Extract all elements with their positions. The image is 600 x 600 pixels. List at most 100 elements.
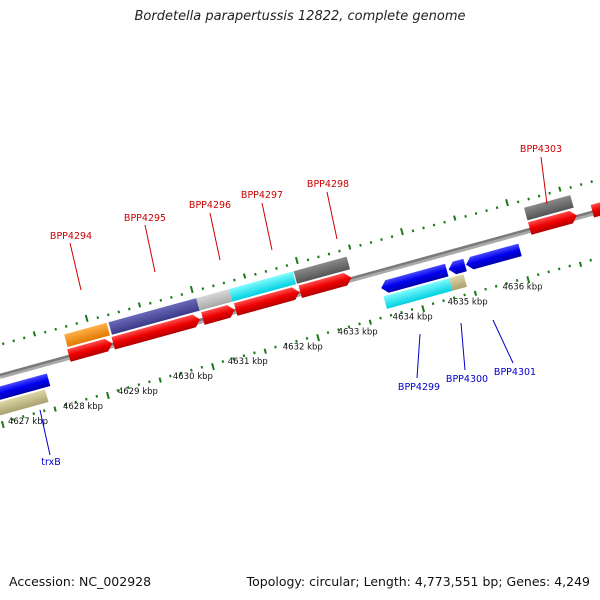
tick-upper xyxy=(254,272,257,276)
tick-lower xyxy=(431,302,435,306)
scale-label: 4629 kbp xyxy=(118,387,158,397)
tick-upper xyxy=(443,220,446,224)
map-title: Bordetella parapertussis 12822, complete… xyxy=(134,9,466,24)
bpp4294-leader xyxy=(69,242,82,291)
tick-lower xyxy=(284,342,288,346)
tick-lower xyxy=(400,310,403,314)
tick-upper xyxy=(505,198,509,207)
tick-lower xyxy=(547,270,550,274)
tick-lower xyxy=(263,348,267,354)
gene-trxb-arrow[interactable] xyxy=(0,373,51,401)
tick-lower xyxy=(53,406,57,412)
gene-bpp4297-feature[interactable] xyxy=(228,271,297,302)
tick-upper xyxy=(149,301,152,305)
gene-bpp4298-feature[interactable] xyxy=(293,256,351,284)
gene-bpp4303-feature[interactable] xyxy=(523,195,574,221)
gene-bpp4296-arrow[interactable] xyxy=(201,304,236,325)
gene-bpp4299-feature[interactable] xyxy=(383,278,453,309)
gene-bpp4294-feature[interactable] xyxy=(64,322,110,348)
bpp4301-leader xyxy=(492,319,514,364)
tick-upper xyxy=(294,256,299,265)
tick-upper xyxy=(380,238,383,242)
tick-lower xyxy=(515,279,519,282)
tick-lower xyxy=(106,391,110,400)
gene-bpp4294-arrow[interactable] xyxy=(67,337,114,362)
scale-label: 4634 kbp xyxy=(393,312,433,322)
tick-upper xyxy=(485,209,488,213)
trxb-leader xyxy=(39,409,51,456)
tick-lower xyxy=(0,420,5,429)
tick-upper xyxy=(159,298,163,302)
bpp4300-leader xyxy=(460,322,466,371)
scale-label: 4628 kbp xyxy=(63,402,103,412)
tick-lower xyxy=(452,296,456,300)
tick-lower xyxy=(148,380,151,384)
tick-upper xyxy=(201,287,205,291)
gene-bpp4299-arrow[interactable] xyxy=(379,263,449,295)
tick-upper xyxy=(400,227,404,236)
tick-lower xyxy=(232,357,235,361)
tick-lower xyxy=(326,331,330,335)
gene-bpp4296-feature[interactable] xyxy=(196,289,233,311)
tick-upper xyxy=(516,200,520,204)
gene-trxb-feature[interactable] xyxy=(0,389,49,417)
tick-upper xyxy=(84,314,89,323)
gene-bpp4301-arrow[interactable] xyxy=(464,243,522,271)
tick-lower xyxy=(473,290,478,296)
tick-upper xyxy=(32,331,37,337)
gene-label-bpp4296: BPP4296 xyxy=(189,200,231,211)
tick-lower xyxy=(158,377,162,383)
tick-lower xyxy=(274,345,277,349)
gene-label-bpp4295: BPP4295 xyxy=(124,213,166,224)
tick-upper xyxy=(117,310,121,314)
tick-upper xyxy=(285,264,289,268)
tick-row-lower xyxy=(0,255,600,429)
scale-labels: 4627 kbp 4628 kbp 4629 kbp 4630 kbp 4631 kbp… xyxy=(8,283,543,428)
tick-lower xyxy=(557,267,561,271)
tick-upper xyxy=(264,269,268,273)
tick-lower xyxy=(211,362,215,371)
topology-text: Topology: circular; Length: 4,773,551 bp… xyxy=(246,574,590,589)
tick-upper xyxy=(548,191,551,195)
tick-lower xyxy=(116,389,120,392)
gene-bpp4295-feature[interactable] xyxy=(108,298,200,335)
tick-upper xyxy=(569,185,572,189)
tick-lower xyxy=(242,354,246,358)
tick-lower xyxy=(421,305,426,313)
tick-lower xyxy=(253,351,256,355)
tick-upper xyxy=(411,229,415,233)
gene-bpp4295-arrow[interactable] xyxy=(111,313,201,350)
tick-upper xyxy=(495,206,499,210)
tick-upper xyxy=(579,183,583,187)
tick-lower xyxy=(463,293,466,297)
tick-upper xyxy=(180,293,184,297)
tick-upper xyxy=(348,244,352,250)
gene-bpp4303-arrow[interactable] xyxy=(527,209,579,235)
tick-lower xyxy=(305,336,309,340)
tick-lower xyxy=(368,319,372,325)
tick-lower xyxy=(137,383,141,387)
tick-upper xyxy=(64,324,68,328)
bpp4297-leader xyxy=(261,202,273,251)
tick-upper xyxy=(43,330,47,334)
gene-bpp4298-arrow[interactable] xyxy=(298,271,354,299)
accession-text: Accession: NC_002928 xyxy=(9,574,152,589)
tick-lower xyxy=(358,322,361,326)
gene-bpp4297-arrow[interactable] xyxy=(233,286,301,316)
gene-bpp4300-feature[interactable] xyxy=(449,274,467,291)
tick-upper xyxy=(106,313,110,317)
tick-upper xyxy=(306,258,310,262)
tick-lower xyxy=(190,368,193,372)
tick-lower xyxy=(200,365,204,369)
gene-bpp4300-arrow[interactable] xyxy=(447,258,467,276)
tick-upper xyxy=(327,252,331,256)
gene-label-bpp4298: BPP4298 xyxy=(307,179,349,190)
tick-upper xyxy=(453,215,457,221)
tick-upper xyxy=(275,267,278,270)
scale-label: 4633 kbp xyxy=(338,327,378,337)
tick-upper xyxy=(537,194,541,198)
tick-upper xyxy=(422,226,425,230)
scale-label: 4632 kbp xyxy=(283,342,323,352)
tick-lower xyxy=(505,281,508,285)
scale-label: 4627 kbp xyxy=(8,417,48,427)
